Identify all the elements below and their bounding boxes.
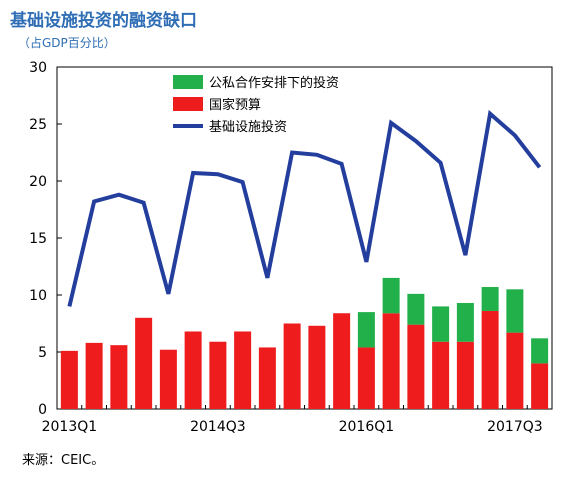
bar-budget: [308, 325, 326, 409]
plot-frame: [56, 66, 553, 410]
bar-budget: [135, 317, 153, 409]
bar-ppp: [481, 287, 499, 311]
bar-budget: [432, 341, 450, 409]
bar-budget: [184, 331, 202, 409]
legend-budget-swatch: [173, 97, 203, 111]
bar-budget: [283, 323, 301, 409]
y-tick-label: 25: [29, 117, 47, 133]
legend-budget-label: 国家预算: [209, 97, 261, 113]
y-tick-label: 20: [29, 174, 47, 190]
bar-budget: [234, 331, 252, 409]
y-tick-label: 15: [29, 231, 47, 247]
y-tick-label: 0: [38, 402, 47, 418]
chart-svg: 0 5 10 15 20 25 30 2013Q1 2014Q3 2016Q1 2017Q3 公私合作…: [29, 60, 553, 435]
y-tick-label: 30: [29, 60, 47, 76]
line-infrastructure: [67, 109, 542, 307]
chart-subtitle: （占GDP百分比）: [18, 36, 116, 50]
bar-budget: [333, 313, 351, 409]
bar-budget: [357, 347, 375, 409]
source-note: 来源：CEIC。: [22, 453, 105, 468]
bar-budget: [60, 350, 78, 409]
bar-ppp: [506, 289, 524, 333]
bar-budget: [85, 342, 103, 409]
bar-budget: [531, 363, 549, 409]
bar-ppp: [456, 302, 474, 342]
bar-ppp: [531, 338, 549, 364]
bar-budget: [506, 332, 524, 409]
bar-ppp: [357, 312, 375, 348]
bar-budget: [258, 347, 276, 409]
bar-ppp: [382, 277, 400, 314]
legend-infrastructure-label: 基础设施投资: [209, 119, 287, 135]
chart-title: 基础设施投资的融资缺口: [10, 11, 197, 31]
bar-ppp: [432, 306, 450, 342]
y-tick-label: 5: [38, 345, 47, 361]
bar-budget: [159, 349, 177, 409]
bar-budget: [209, 341, 227, 409]
x-tick-label: 2017Q3: [487, 419, 543, 435]
bar-ppp: [407, 293, 425, 325]
legend-ppp-label: 公私合作安排下的投资: [209, 75, 339, 91]
x-tick-label: 2014Q3: [190, 419, 246, 435]
bar-budget: [407, 324, 425, 409]
legend-ppp-swatch: [173, 75, 203, 89]
bar-budget: [382, 313, 400, 409]
bar-budget: [110, 345, 128, 409]
x-tick-label: 2016Q1: [339, 419, 395, 435]
bar-budget: [456, 341, 474, 409]
bar-budget: [481, 310, 499, 409]
x-tick-label: 2013Q1: [42, 419, 98, 435]
y-tick-label: 10: [29, 288, 47, 304]
